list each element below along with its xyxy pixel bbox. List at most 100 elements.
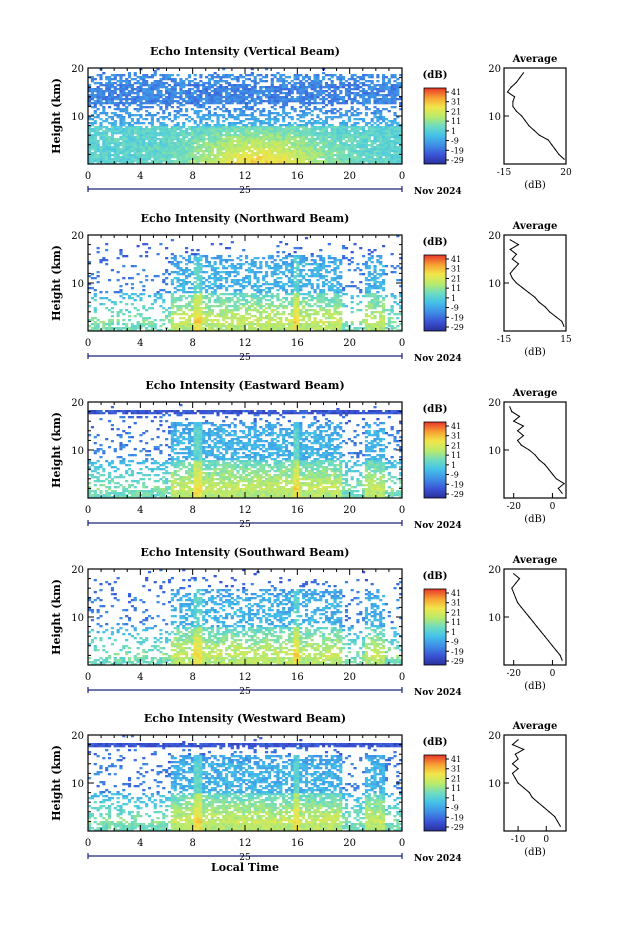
heatmap-cell — [222, 299, 226, 302]
heatmap-cell — [373, 96, 377, 99]
heatmap-cell — [302, 82, 306, 85]
heatmap-cell — [379, 88, 383, 91]
heatmap-cell — [162, 146, 166, 149]
heatmap-cell — [173, 305, 177, 308]
heatmap-cell — [193, 323, 197, 326]
heatmap-cell — [367, 108, 371, 111]
heatmap-cell — [136, 122, 140, 125]
heatmap-cell — [150, 94, 154, 97]
heatmap-cell — [276, 325, 280, 328]
heatmap-cell — [293, 86, 297, 89]
heatmap-cell — [259, 323, 263, 326]
heatmap-cell — [99, 78, 103, 81]
heatmap-cell — [247, 132, 251, 135]
heatmap-cell — [330, 146, 334, 149]
heatmap-cell — [176, 158, 180, 161]
heatmap-cell — [202, 142, 206, 145]
heatmap-cell — [250, 261, 254, 264]
heatmap-cell — [384, 152, 389, 155]
heatmap-cell — [145, 255, 149, 258]
heatmap-cell — [159, 295, 163, 298]
heatmap-cell — [245, 295, 249, 298]
heatmap-cell — [159, 319, 163, 322]
heatmap-cell — [190, 142, 194, 145]
heatmap-cell — [133, 299, 137, 302]
heatmap-cell — [382, 136, 386, 139]
heatmap-cell — [264, 138, 269, 141]
heatmap-cell — [159, 124, 163, 127]
heatmap-cell — [376, 100, 380, 103]
heatmap-cell — [213, 138, 217, 141]
heatmap-cell — [367, 100, 371, 103]
heatmap-cell — [193, 307, 197, 310]
heatmap-cell — [279, 265, 283, 268]
heatmap-cell — [207, 158, 212, 161]
heatmap-cell — [139, 130, 143, 133]
heatmap-cell — [170, 325, 174, 328]
heatmap-cell — [270, 84, 274, 87]
heatmap-cell — [396, 142, 400, 145]
profile-point — [519, 77, 521, 79]
heatmap-cell — [125, 130, 129, 133]
heatmap-cell — [267, 152, 271, 155]
heatmap-cell — [170, 142, 174, 145]
heatmap-cell — [279, 327, 283, 330]
heatmap-cell — [356, 88, 360, 91]
heatmap-cell — [259, 297, 263, 300]
heatmap-cell — [396, 98, 400, 101]
heatmap-cell — [125, 255, 129, 258]
heatmap-cell — [102, 72, 106, 75]
heatmap-cell — [293, 146, 297, 149]
heatmap-cell — [162, 140, 166, 143]
heatmap-cell — [207, 138, 212, 141]
heatmap-cell — [176, 144, 180, 147]
heatmap-cell — [382, 148, 386, 151]
heatmap-cell — [145, 327, 149, 330]
heatmap-cell — [382, 150, 386, 153]
heatmap-cell — [205, 329, 209, 332]
heatmap-cell — [367, 74, 371, 77]
heatmap-cell — [213, 80, 217, 83]
heatmap-cell — [396, 160, 400, 163]
heatmap-cell — [276, 112, 280, 115]
heatmap-cell — [122, 136, 126, 139]
heatmap-cell — [90, 90, 94, 93]
heatmap-cell — [142, 325, 146, 328]
heatmap-cell — [199, 134, 203, 137]
heatmap-cell — [250, 132, 254, 135]
heatmap-cell — [276, 263, 280, 266]
heatmap-cell — [122, 319, 126, 322]
heatmap-cell — [110, 100, 114, 103]
heatmap-cell — [216, 158, 220, 161]
heatmap-cell — [219, 126, 223, 129]
heatmap-cell — [88, 319, 92, 322]
heatmap-cell — [356, 100, 360, 103]
heatmap-cell — [262, 110, 266, 113]
heatmap-cell — [213, 162, 217, 165]
heatmap-cell — [270, 267, 274, 270]
heatmap-cell — [264, 295, 269, 298]
heatmap-cell — [167, 291, 172, 294]
heatmap-cell — [205, 285, 209, 288]
heatmap-cell — [347, 120, 351, 123]
heatmap-cell — [193, 110, 197, 113]
heatmap-cell — [233, 271, 237, 274]
heatmap-cell — [310, 110, 314, 113]
heatmap-cell — [176, 148, 180, 151]
heatmap-cell — [150, 88, 154, 91]
heatmap-cell — [182, 152, 186, 155]
heatmap-cell — [302, 114, 306, 117]
heatmap-cell — [245, 146, 249, 149]
heatmap-cell — [322, 144, 326, 147]
heatmap-cell — [259, 265, 263, 268]
heatmap-cell — [262, 92, 266, 95]
heatmap-cell — [182, 273, 186, 276]
heatmap-cell — [245, 311, 249, 314]
heatmap-cell — [344, 84, 349, 87]
heatmap-cell — [116, 142, 120, 145]
heatmap-cell — [253, 100, 257, 103]
heatmap-cell — [242, 299, 246, 302]
heatmap-cell — [127, 94, 132, 97]
heatmap-cell — [213, 283, 217, 286]
heatmap-cell — [247, 277, 251, 280]
